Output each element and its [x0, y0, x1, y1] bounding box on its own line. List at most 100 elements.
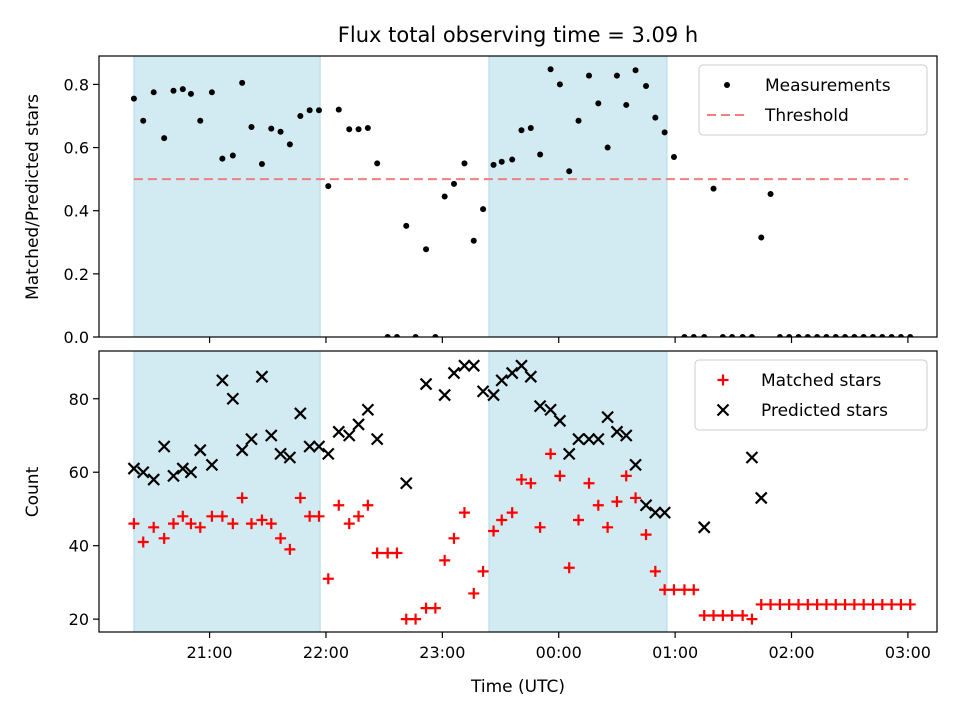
data-point — [867, 598, 879, 610]
legend-label: Threshold — [764, 106, 849, 126]
data-point — [888, 334, 895, 337]
data-point — [748, 334, 755, 337]
data-point — [658, 506, 671, 519]
data-point — [678, 584, 690, 596]
data-point — [739, 334, 746, 337]
y-tick-label: 60 — [69, 463, 89, 482]
data-point — [227, 518, 239, 530]
data-point — [575, 117, 582, 124]
data-point — [659, 584, 671, 596]
data-point — [592, 432, 605, 446]
data-point — [150, 89, 157, 96]
data-point — [157, 440, 171, 453]
data-point — [556, 81, 563, 88]
data-point — [545, 448, 557, 460]
shaded-interval-1 — [488, 56, 668, 337]
data-point — [370, 432, 384, 446]
data-point — [303, 440, 316, 453]
data-point — [814, 334, 821, 337]
data-point — [649, 565, 661, 577]
data-point — [582, 432, 596, 446]
data-point — [239, 79, 246, 86]
data-point — [613, 72, 620, 79]
data-point — [496, 514, 508, 526]
data-point — [786, 334, 793, 337]
x-axis-label: Time (UTC) — [470, 677, 565, 697]
data-point — [477, 565, 489, 577]
data-point — [128, 518, 140, 530]
data-point — [342, 429, 356, 442]
data-point — [649, 506, 662, 519]
data-point — [661, 129, 668, 136]
data-point — [184, 465, 198, 479]
data-point — [904, 598, 916, 610]
data-point — [391, 547, 403, 559]
data-point — [525, 477, 537, 489]
top-panel-plot-area — [130, 56, 914, 337]
data-point — [690, 334, 697, 337]
data-point — [420, 602, 432, 614]
data-point — [136, 465, 150, 479]
data-point — [161, 135, 168, 142]
data-point — [274, 447, 287, 461]
data-point — [746, 613, 758, 625]
data-point — [313, 510, 325, 522]
data-point — [592, 499, 604, 511]
data-point — [374, 160, 381, 167]
data-point — [795, 334, 802, 337]
legend-box — [698, 64, 928, 136]
data-point — [384, 334, 391, 337]
data-point — [681, 334, 688, 337]
data-point — [226, 392, 240, 406]
y-tick-label: 80 — [69, 390, 89, 409]
bottom-panel: 20 40 60 80 21:00 22:00 23:00 00:00 01:00 02:00 03… — [69, 350, 938, 662]
data-point — [470, 237, 477, 244]
data-point — [264, 429, 278, 442]
data-point — [170, 87, 177, 94]
x-tick-label: 23:00 — [419, 643, 465, 662]
data-point — [197, 117, 204, 124]
data-point — [595, 100, 602, 107]
data-point — [623, 101, 630, 108]
x-tick-label: 02:00 — [768, 643, 814, 662]
data-point — [275, 532, 287, 544]
data-point — [432, 334, 439, 337]
data-point — [583, 477, 595, 489]
data-point — [467, 359, 481, 372]
data-point — [458, 507, 470, 519]
data-point — [544, 403, 557, 417]
data-point — [619, 429, 633, 442]
data-point — [248, 124, 255, 131]
data-point — [439, 554, 451, 566]
data-point — [137, 536, 149, 548]
data-point — [708, 609, 720, 621]
data-point — [851, 334, 858, 337]
data-point — [710, 185, 717, 192]
data-point — [167, 518, 179, 530]
data-point — [216, 374, 229, 387]
top-panel-frame — [98, 55, 938, 338]
data-point — [495, 374, 508, 387]
data-point — [130, 95, 137, 102]
data-point — [783, 598, 795, 610]
data-point — [652, 114, 659, 121]
y-tick-label: 0.8 — [64, 75, 89, 94]
bottom-panel-frame — [98, 350, 938, 633]
data-point — [632, 67, 639, 74]
y-tick-label: 20 — [69, 610, 89, 629]
y-tick-label: 0.2 — [64, 265, 89, 284]
data-point — [419, 377, 433, 391]
data-point — [371, 547, 383, 559]
data-point — [823, 334, 830, 337]
data-point — [468, 587, 480, 599]
data-point — [306, 107, 313, 114]
data-point — [403, 222, 410, 229]
legend-box — [694, 359, 928, 431]
data-point — [573, 514, 585, 526]
data-point — [335, 106, 342, 113]
data-point — [410, 613, 422, 625]
data-point — [897, 334, 904, 337]
data-point — [399, 476, 413, 490]
data-point — [754, 491, 768, 505]
legend-marker — [724, 82, 730, 88]
